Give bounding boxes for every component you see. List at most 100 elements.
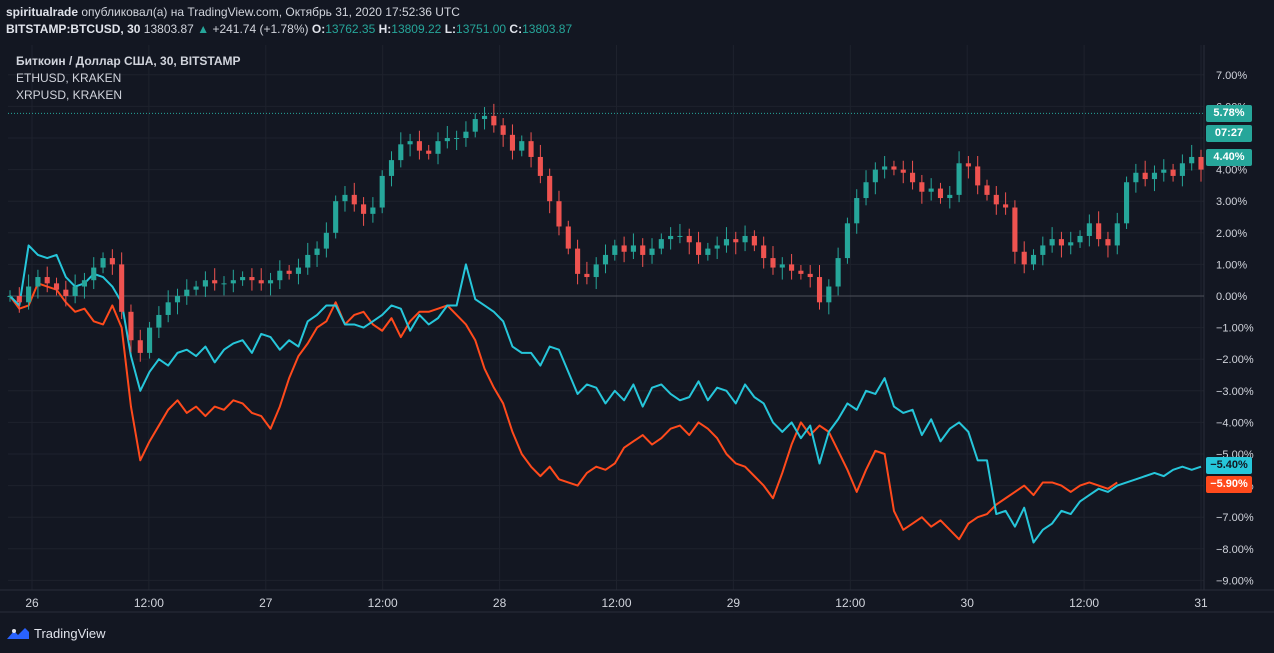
candle-body bbox=[909, 172, 916, 183]
candle-body bbox=[500, 125, 506, 135]
candle-body bbox=[723, 239, 730, 246]
candle-body bbox=[35, 277, 41, 287]
candle-body bbox=[789, 264, 795, 271]
btc-last-tag: 5.78% bbox=[1206, 105, 1252, 122]
tradingview-logo[interactable]: TradingView bbox=[6, 626, 106, 641]
x-tick-label: 30 bbox=[961, 596, 975, 610]
candle-body bbox=[379, 175, 385, 208]
author-name[interactable]: spiritualrade bbox=[6, 5, 79, 19]
candle-body bbox=[481, 115, 488, 120]
candle-body bbox=[295, 267, 302, 274]
candle-body bbox=[575, 248, 581, 274]
series-line-xrp bbox=[9, 282, 1118, 541]
candle-body bbox=[1133, 172, 1139, 183]
high-tag: 4.40% bbox=[1206, 149, 1252, 166]
candle-body bbox=[221, 283, 227, 285]
candle-body bbox=[1068, 242, 1074, 246]
candle-body bbox=[212, 280, 218, 284]
candle-body bbox=[193, 286, 199, 290]
high-label: H: bbox=[378, 22, 392, 36]
candle-body bbox=[1086, 223, 1092, 236]
series-line-eth bbox=[9, 244, 1202, 544]
x-tick-label: 12:00 bbox=[835, 596, 865, 610]
candle-body bbox=[630, 245, 636, 252]
candle-body bbox=[621, 245, 627, 252]
y-tick-label: 4.00% bbox=[1216, 165, 1247, 177]
candle-body bbox=[1142, 172, 1148, 180]
candle-body bbox=[202, 280, 208, 287]
candle-body bbox=[147, 327, 153, 353]
candle-body bbox=[463, 131, 469, 138]
y-tick-label: 0.00% bbox=[1216, 291, 1247, 303]
candle-body bbox=[491, 115, 497, 126]
candle-body bbox=[519, 141, 525, 151]
candle-body bbox=[1049, 239, 1055, 246]
y-tick-label: −3.00% bbox=[1216, 386, 1254, 398]
candle-body bbox=[714, 245, 720, 249]
candle-body bbox=[184, 289, 190, 296]
candle-body bbox=[1012, 207, 1018, 252]
low-value: 13751.00 bbox=[456, 22, 507, 36]
candle-body bbox=[1124, 182, 1130, 224]
last-price: 13803.87 bbox=[143, 22, 194, 36]
candle-body bbox=[565, 226, 571, 249]
candle-body bbox=[286, 270, 292, 274]
y-tick-label: 3.00% bbox=[1216, 196, 1247, 208]
candle-body bbox=[751, 235, 757, 246]
candle-body bbox=[249, 277, 255, 281]
candle-body bbox=[872, 169, 878, 183]
candle-body bbox=[435, 141, 441, 154]
legend-xrp-series[interactable]: XRPUSD, KRAKEN bbox=[16, 88, 123, 102]
tradingview-logo-icon bbox=[7, 627, 29, 639]
candle-body bbox=[370, 207, 376, 214]
candle-body bbox=[1170, 169, 1176, 176]
candle-body bbox=[863, 182, 869, 199]
candle-body bbox=[277, 270, 283, 281]
candle-body bbox=[668, 235, 674, 240]
high-value: 13809.22 bbox=[391, 22, 442, 36]
candle-body bbox=[1105, 239, 1111, 246]
candle-body bbox=[956, 163, 962, 195]
candle-body bbox=[993, 194, 999, 205]
candle-body bbox=[426, 150, 432, 154]
candle-body bbox=[528, 141, 534, 157]
candle-body bbox=[798, 270, 804, 274]
candle-body bbox=[844, 223, 850, 259]
legend-main-series[interactable]: Биткоин / Доллар США, 30, BITSTAMP bbox=[16, 54, 241, 68]
candle-body bbox=[900, 169, 906, 173]
candle-body bbox=[537, 156, 543, 176]
candle-body bbox=[1077, 235, 1083, 243]
candle-body bbox=[826, 286, 832, 303]
candle-body bbox=[7, 296, 13, 297]
candle-body bbox=[919, 182, 925, 192]
candle-body bbox=[928, 188, 934, 192]
candle-body bbox=[658, 239, 664, 249]
candle-body bbox=[733, 239, 739, 243]
x-tick-label: 31 bbox=[1194, 596, 1208, 610]
published-text: опубликовал(а) на TradingView.com, Октяб… bbox=[81, 5, 460, 19]
open-label: O: bbox=[311, 22, 326, 36]
candle-body bbox=[1161, 169, 1167, 173]
candle-body bbox=[1021, 251, 1027, 265]
candle-body bbox=[1179, 163, 1185, 176]
change-value: +241.74 (+1.78%) bbox=[212, 22, 309, 36]
candle-body bbox=[174, 296, 181, 303]
candle-body bbox=[584, 273, 590, 278]
legend-eth-series[interactable]: ETHUSD, KRAKEN bbox=[16, 71, 122, 85]
candle-body bbox=[509, 134, 516, 151]
candle-body bbox=[1151, 172, 1158, 180]
y-tick-label: −1.00% bbox=[1216, 323, 1254, 335]
close-label: C: bbox=[509, 22, 523, 36]
candle-body bbox=[835, 258, 841, 287]
candle-body bbox=[1114, 223, 1120, 246]
x-tick-label: 12:00 bbox=[368, 596, 398, 610]
candle-body bbox=[53, 283, 60, 290]
candle-body bbox=[305, 254, 311, 268]
candle-body bbox=[351, 194, 357, 205]
eth-last-tag: −5.40% bbox=[1206, 457, 1252, 474]
xrp-last-tag: −5.90% bbox=[1206, 476, 1252, 493]
candle-body bbox=[444, 138, 450, 142]
y-tick-label: −7.00% bbox=[1216, 512, 1254, 524]
candle-body bbox=[705, 248, 711, 255]
